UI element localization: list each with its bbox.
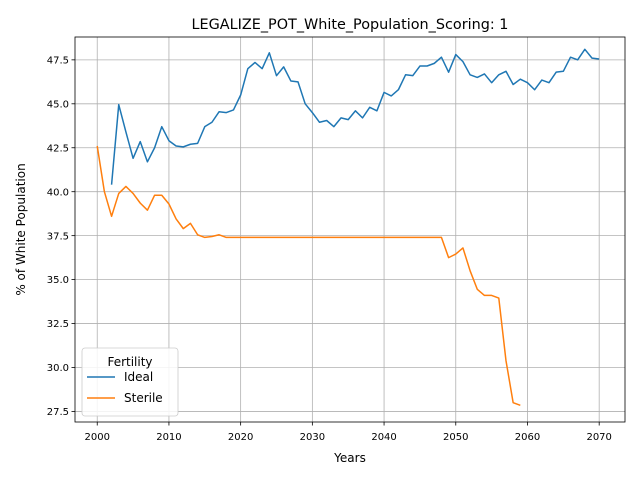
- x-tick-label: 2060: [515, 432, 540, 443]
- x-tick-label: 2010: [156, 432, 181, 443]
- x-tick-label: 2000: [85, 432, 110, 443]
- chart-title: LEGALIZE_POT_White_Population_Scoring: 1: [192, 17, 509, 33]
- y-tick-label: 35.0: [47, 275, 69, 286]
- y-tick-label: 45.0: [47, 99, 69, 110]
- y-tick-label: 40.0: [47, 187, 69, 198]
- legend-entry-sterile: Sterile: [124, 391, 163, 405]
- y-tick-label: 37.5: [47, 231, 69, 242]
- y-tick-label: 42.5: [47, 143, 69, 154]
- plot-frame: [74, 36, 626, 423]
- series-line-sterile: [96, 145, 521, 407]
- axis-ticks: 2000 2010 2020 2030 2040 2050 2060 2070 27.5 30.0…: [47, 55, 612, 443]
- y-tick-label: 32.5: [47, 319, 69, 330]
- y-axis-label: % of White Population: [14, 163, 28, 295]
- legend-entry-ideal: Ideal: [124, 370, 153, 384]
- y-tick-label: 47.5: [47, 55, 69, 66]
- x-tick-label: 2050: [443, 432, 468, 443]
- y-tick-label: 30.0: [47, 363, 69, 374]
- x-tick-label: 2040: [371, 432, 396, 443]
- y-tick-label: 27.5: [47, 407, 69, 418]
- legend-box: [81, 347, 179, 417]
- legend-title: Fertility: [107, 355, 152, 369]
- x-axis-label: Years: [333, 451, 366, 465]
- series-lines: [96, 48, 600, 407]
- x-tick-label: 2020: [228, 432, 253, 443]
- series-line-ideal: [110, 48, 600, 185]
- x-tick-label: 2030: [300, 432, 325, 443]
- x-tick-label: 2070: [586, 432, 611, 443]
